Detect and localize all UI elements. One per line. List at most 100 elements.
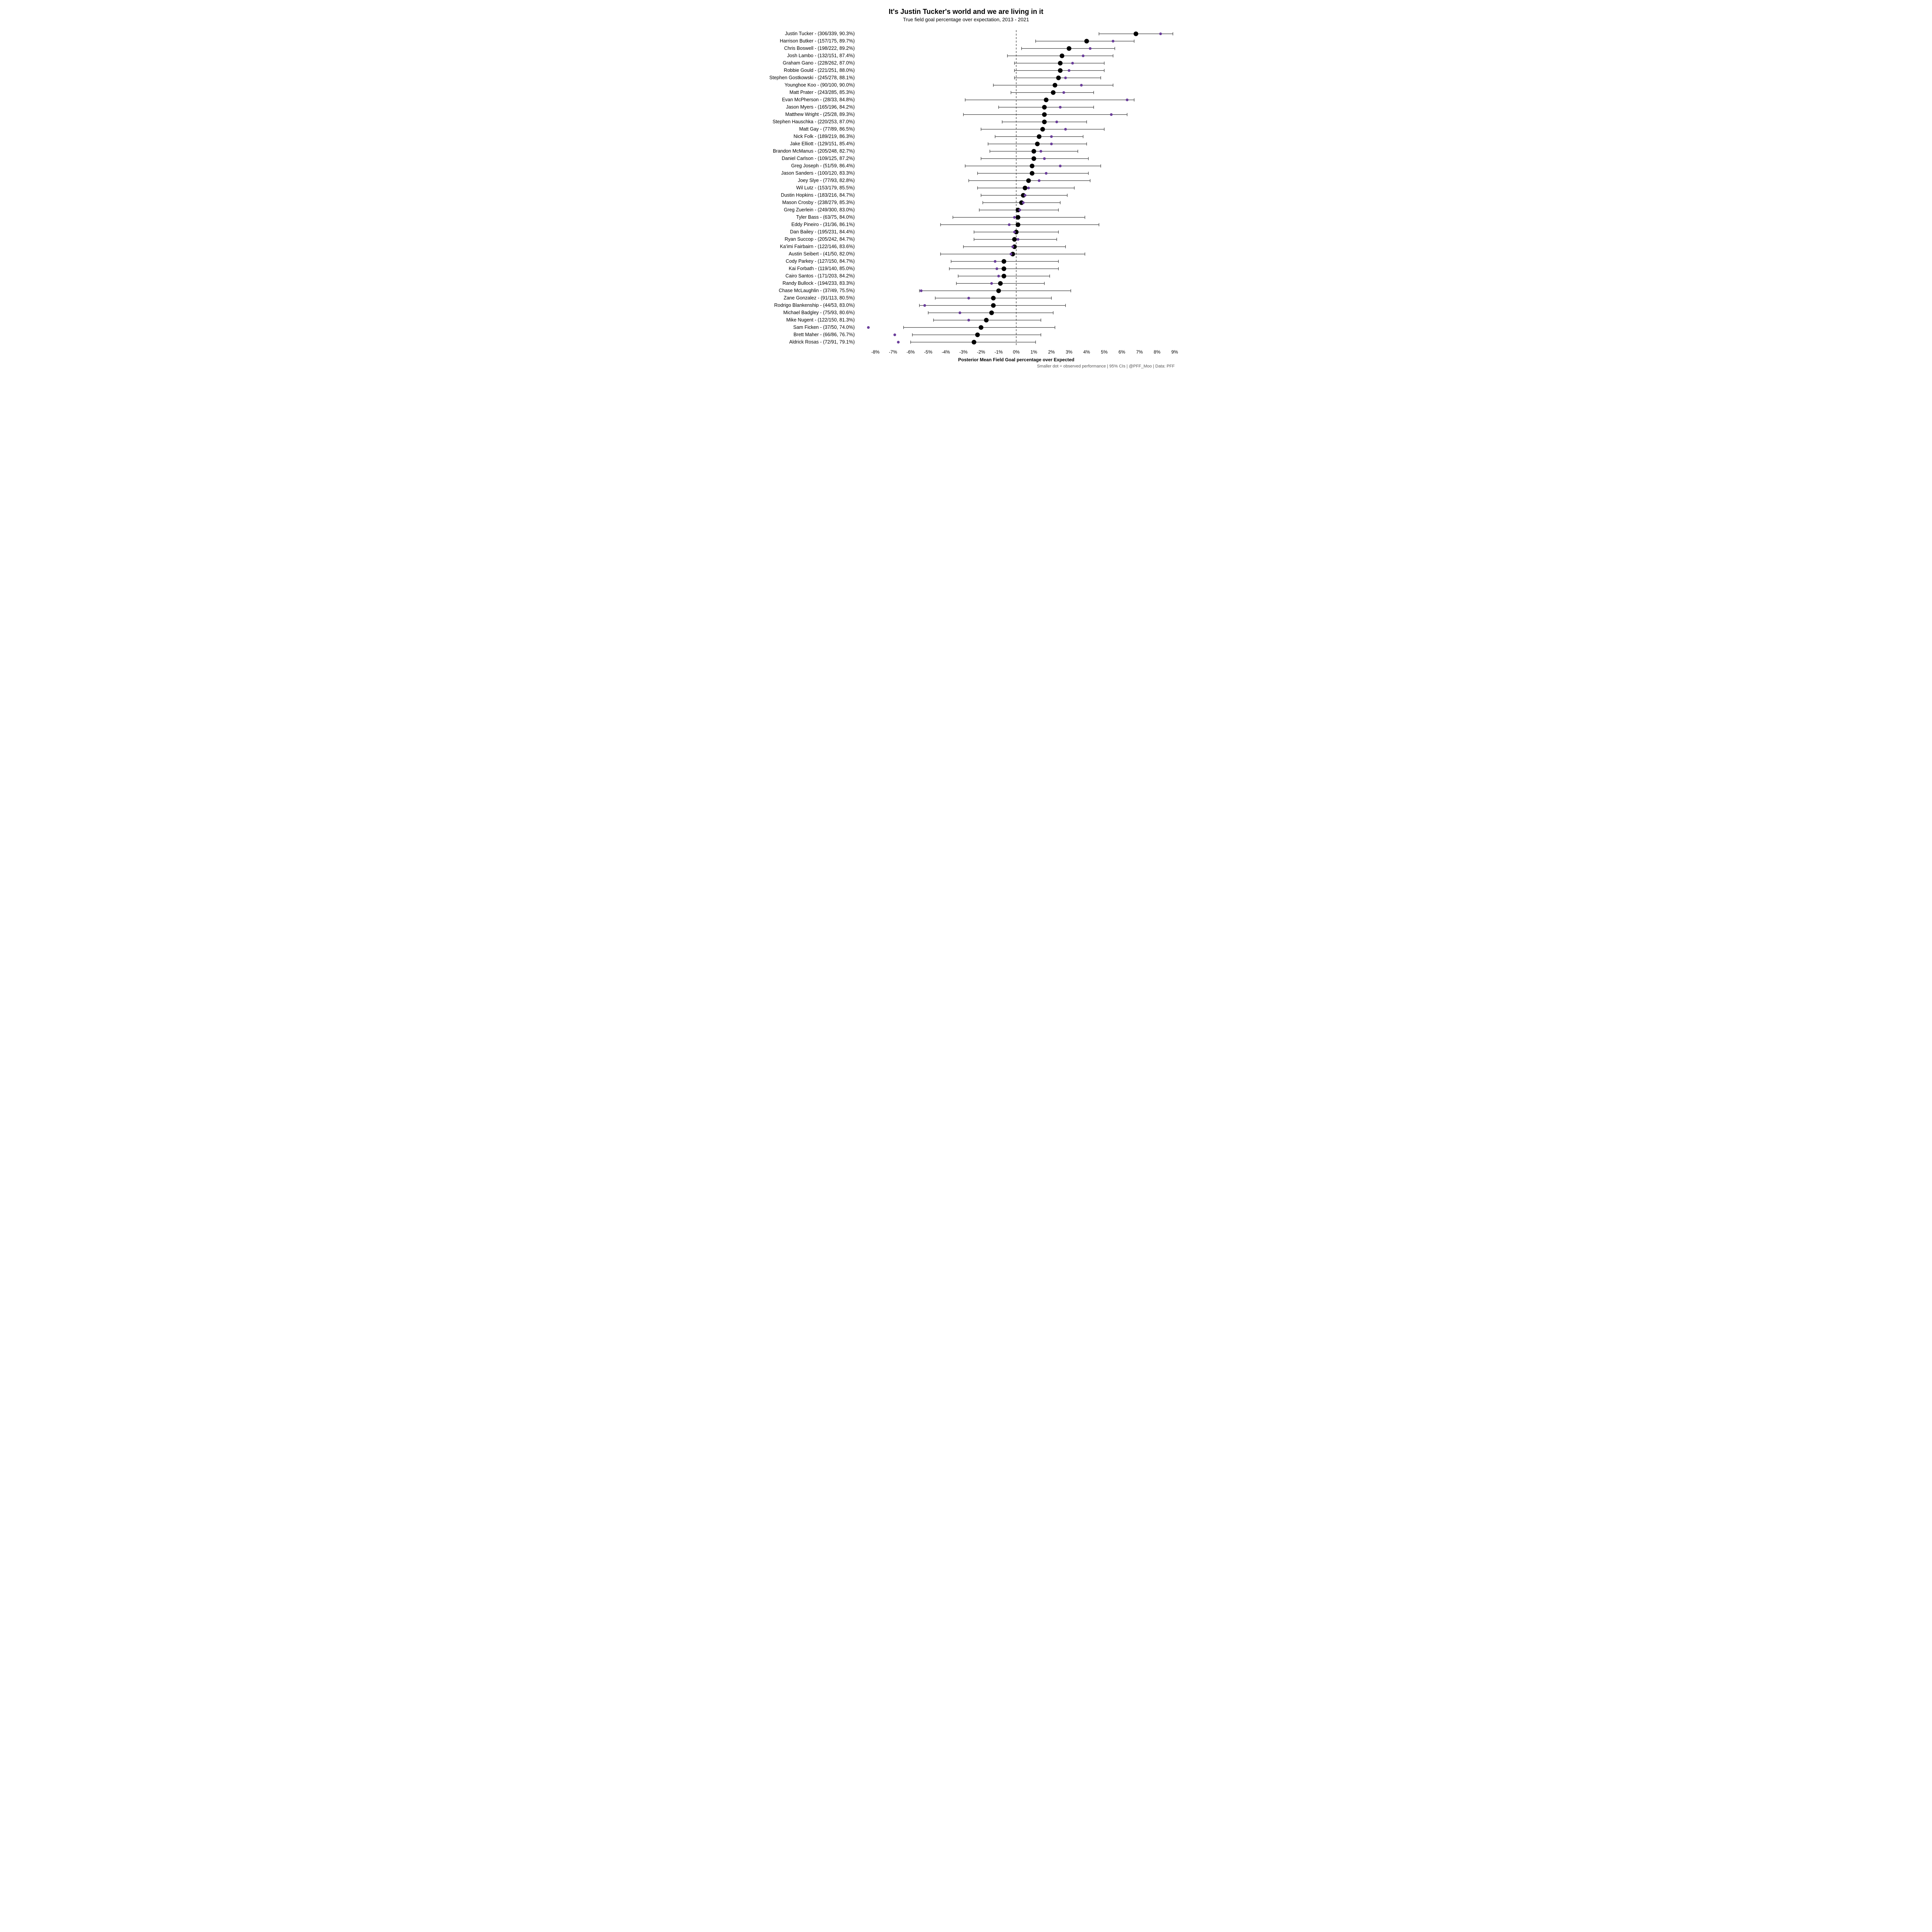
- posterior-dot: [1016, 215, 1020, 220]
- posterior-dot: [1040, 127, 1045, 132]
- kicker-label: Brandon McManus - (205/248, 82.7%): [773, 148, 855, 154]
- posterior-dot: [1042, 112, 1047, 117]
- x-tick-label: -4%: [942, 349, 950, 355]
- observed-dot: [1068, 69, 1070, 72]
- kicker-label: Matt Prater - (243/285, 85.3%): [789, 90, 855, 95]
- x-tick-label: 5%: [1101, 349, 1108, 355]
- observed-dot: [1082, 54, 1085, 57]
- kicker-label: Robbie Gould - (221/251, 88.0%): [784, 68, 855, 73]
- chart-container: It's Justin Tucker's world and we are li…: [742, 8, 1190, 369]
- x-tick-label: -7%: [889, 349, 897, 355]
- kicker-label: Greg Joseph - (51/59, 86.4%): [791, 163, 855, 168]
- observed-dot: [1089, 47, 1092, 50]
- kicker-label: Cody Parkey - (127/150, 84.7%): [786, 259, 855, 264]
- x-tick-label: 4%: [1083, 349, 1090, 355]
- kicker-label: Eddy Pineiro - (31/36, 86.1%): [791, 222, 855, 227]
- observed-dot: [1017, 238, 1019, 241]
- observed-dot: [1112, 40, 1114, 43]
- observed-dot: [1110, 113, 1113, 116]
- posterior-dot: [1134, 32, 1138, 36]
- observed-dot: [1024, 194, 1026, 197]
- kicker-label: Harrison Butker - (157/175, 89.7%): [780, 38, 855, 44]
- posterior-dot: [998, 281, 1003, 286]
- kicker-label: Sam Ficken - (37/50, 74.0%): [793, 325, 855, 330]
- observed-dot: [1013, 231, 1016, 233]
- observed-dot: [1010, 253, 1012, 255]
- observed-dot: [1050, 135, 1053, 138]
- x-tick-label: 9%: [1171, 349, 1178, 355]
- observed-dot: [1059, 106, 1061, 109]
- posterior-dot: [991, 303, 996, 308]
- observed-dot: [897, 341, 900, 344]
- observed-dot: [1050, 143, 1053, 145]
- kicker-label: Ryan Succop - (205/242, 84.7%): [785, 236, 855, 242]
- posterior-dot: [1002, 274, 1006, 279]
- x-tick-label: 8%: [1154, 349, 1161, 355]
- posterior-dot: [972, 340, 976, 345]
- posterior-dot: [1023, 186, 1027, 190]
- observed-dot: [1038, 179, 1041, 182]
- kicker-label: Justin Tucker - (306/339, 90.3%): [785, 31, 855, 36]
- posterior-dot: [979, 325, 983, 330]
- x-tick-label: 1%: [1031, 349, 1037, 355]
- kicker-label: Tyler Bass - (63/75, 84.0%): [796, 214, 855, 220]
- observed-dot: [920, 289, 923, 292]
- posterior-dot: [984, 318, 989, 323]
- posterior-dot: [1032, 156, 1036, 161]
- kicker-label: Rodrigo Blankenship - (44/53, 83.0%): [774, 303, 855, 308]
- x-tick-label: 7%: [1136, 349, 1143, 355]
- x-tick-label: -3%: [959, 349, 968, 355]
- posterior-dot: [1060, 54, 1064, 58]
- x-tick-label: -1%: [995, 349, 1003, 355]
- observed-dot: [1159, 32, 1162, 35]
- posterior-dot: [1002, 259, 1006, 264]
- kicker-label: Jake Elliott - (129/151, 85.4%): [790, 141, 855, 146]
- chart-caption: Smaller dot = observed performance | 95%…: [1037, 364, 1175, 369]
- observed-dot: [1064, 128, 1067, 131]
- posterior-dot: [1026, 179, 1031, 183]
- observed-dot: [1071, 62, 1074, 65]
- posterior-dot: [1042, 105, 1047, 110]
- kicker-label: Nick Folk - (189/219, 86.3%): [794, 134, 855, 139]
- kicker-label: Josh Lambo - (132/151, 87.4%): [787, 53, 855, 58]
- kicker-label: Stephen Gostkowski - (245/278, 88.1%): [769, 75, 855, 80]
- observed-dot: [1027, 187, 1030, 189]
- posterior-dot: [1051, 90, 1056, 95]
- posterior-dot: [1032, 149, 1036, 154]
- kicker-label: Jason Sanders - (100/120, 83.3%): [781, 170, 855, 176]
- posterior-dot: [1002, 267, 1006, 271]
- posterior-dot: [1035, 142, 1040, 146]
- kicker-label: Stephen Hauschka - (220/253, 87.0%): [772, 119, 855, 124]
- kicker-label: Ka'imi Fairbairn - (122/146, 83.6%): [780, 244, 855, 249]
- chart-title: It's Justin Tucker's world and we are li…: [742, 8, 1190, 16]
- kicker-label: Dan Bailey - (195/231, 84.4%): [790, 229, 855, 235]
- posterior-dot: [1016, 223, 1020, 227]
- observed-dot: [1045, 172, 1048, 175]
- x-axis-title: Posterior Mean Field Goal percentage ove…: [958, 357, 1075, 362]
- observed-dot: [997, 275, 1000, 277]
- posterior-dot: [1084, 39, 1089, 44]
- kicker-label: Wil Lutz - (153/179, 85.5%): [796, 185, 855, 190]
- kicker-label: Matt Gay - (77/89, 86.5%): [799, 126, 855, 132]
- chart-subtitle: True field goal percentage over expectat…: [742, 17, 1190, 22]
- posterior-dot: [1030, 164, 1034, 168]
- observed-dot: [968, 297, 970, 299]
- observed-dot: [1043, 157, 1046, 160]
- x-tick-label: -2%: [977, 349, 985, 355]
- observed-dot: [990, 282, 993, 285]
- kicker-label: Graham Gano - (228/262, 87.0%): [783, 60, 855, 66]
- posterior-dot: [1042, 120, 1047, 124]
- kicker-label: Younghoe Koo - (90/100, 90.0%): [784, 82, 855, 88]
- plot-svg: Justin Tucker - (306/339, 90.3%) Harrison…: [742, 26, 1186, 369]
- kicker-label: Kai Forbath - (119/140, 85.0%): [789, 266, 855, 271]
- kicker-label: Dustin Hopkins - (183/216, 84.7%): [781, 192, 855, 198]
- observed-dot: [1008, 223, 1010, 226]
- posterior-dot: [1067, 46, 1071, 51]
- posterior-dot: [991, 296, 996, 301]
- kicker-label: Joey Slye - (77/93, 82.8%): [798, 178, 855, 183]
- x-tick-label: 6%: [1119, 349, 1126, 355]
- posterior-dot: [1058, 68, 1063, 73]
- kicker-label: Mason Crosby - (238/279, 85.3%): [782, 200, 855, 205]
- observed-dot: [1126, 99, 1129, 101]
- kicker-label: Chase McLaughlin - (37/49, 75.5%): [779, 288, 855, 293]
